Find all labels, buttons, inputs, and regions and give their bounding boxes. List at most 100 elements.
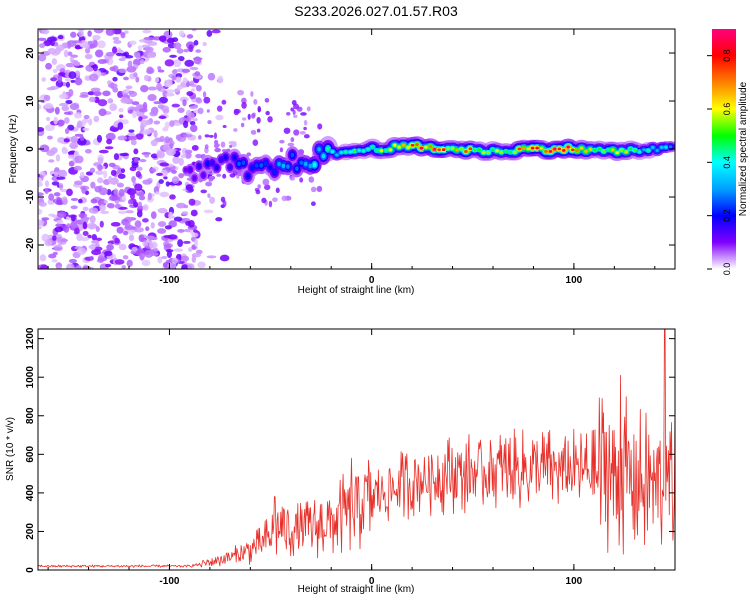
noise-blob [202, 91, 207, 98]
noise-blob [172, 59, 182, 68]
noise-blob [139, 252, 145, 260]
noise-blob [44, 180, 50, 187]
noise-blob [171, 103, 180, 108]
noise-blob [70, 221, 78, 229]
noise-blob [169, 120, 175, 127]
noise-blob [38, 37, 47, 41]
noise-blob [89, 255, 94, 261]
ridge-blob [299, 160, 304, 165]
ridge-blob [259, 163, 264, 168]
noise-blob [147, 86, 158, 91]
noise-blob [114, 200, 120, 204]
spectrogram-x-ticks: -100 0 100 [47, 29, 656, 286]
ridge-blob [286, 164, 290, 169]
noise-blob [222, 173, 227, 179]
noise-blob [52, 68, 58, 74]
noise-blob [97, 99, 108, 107]
noise-blob [303, 119, 308, 126]
ridge-blob [450, 146, 455, 150]
colorbar-tick-label: 0.4 [722, 156, 732, 169]
noise-blob [140, 84, 149, 93]
ridge-blob [535, 146, 539, 150]
noise-blob [178, 30, 185, 37]
noise-blob [134, 227, 144, 233]
ridge-blob [348, 150, 352, 154]
noise-blob [204, 134, 210, 138]
noise-blob [66, 188, 73, 197]
ridge-blob [486, 151, 490, 154]
noise-blob [173, 42, 182, 50]
noise-blob [149, 111, 158, 117]
noise-blob [93, 246, 103, 252]
noise-blob [126, 259, 133, 267]
ridge-blob [192, 175, 197, 181]
noise-blob [193, 104, 199, 109]
noise-blob [69, 103, 80, 111]
ridge-blob [499, 150, 504, 154]
ridge-blob [183, 167, 188, 173]
ridge-blob [268, 165, 272, 170]
noise-blob [157, 221, 167, 228]
noise-blob [69, 56, 74, 62]
noise-blob [105, 51, 115, 57]
colorbar-tick-label: 0.8 [722, 49, 732, 62]
noise-blob [176, 202, 187, 209]
noise-blob [82, 221, 88, 230]
snr-background [38, 329, 675, 570]
noise-blob [72, 40, 82, 44]
noise-blob [127, 109, 134, 114]
noise-blob [63, 49, 69, 58]
noise-blob [207, 193, 211, 198]
noise-blob [208, 177, 214, 182]
noise-blob [138, 39, 147, 43]
ridge-blob [281, 163, 286, 169]
noise-blob [38, 192, 44, 197]
noise-blob [68, 214, 78, 218]
noise-blob [92, 34, 101, 41]
ridge-blob [188, 167, 192, 172]
ridge-blob [539, 146, 544, 150]
noise-blob [117, 167, 123, 175]
noise-blob [39, 144, 50, 153]
ridge-blob [232, 155, 237, 160]
ridge-blob [642, 148, 646, 152]
ridge-blob [553, 147, 557, 151]
noise-blob [136, 166, 143, 171]
noise-blob [255, 189, 261, 195]
x-tick-label: 100 [566, 275, 583, 286]
noise-blob [67, 51, 73, 56]
noise-blob [50, 77, 58, 82]
noise-blob [189, 66, 199, 71]
noise-blob [162, 46, 171, 53]
noise-blob [228, 140, 237, 145]
noise-blob [94, 243, 100, 247]
noise-blob [257, 105, 261, 113]
noise-blob [191, 117, 198, 122]
noise-blob [153, 130, 158, 138]
noise-blob [177, 107, 185, 113]
noise-blob [171, 75, 177, 81]
noise-blob [182, 99, 187, 107]
y-tick-label: -10 [25, 189, 36, 204]
noise-blob [68, 258, 77, 264]
noise-blob [74, 77, 83, 86]
noise-blob [190, 88, 196, 92]
noise-blob [105, 132, 116, 141]
noise-blob [80, 212, 85, 219]
noise-blob [207, 72, 216, 81]
noise-blob [182, 77, 188, 84]
noise-blob [140, 119, 148, 128]
noise-blob [99, 204, 106, 212]
noise-blob [119, 114, 124, 119]
noise-blob [52, 235, 57, 241]
noise-blob [159, 162, 170, 167]
noise-blob [205, 181, 213, 187]
ridge-blob [295, 166, 299, 171]
colorbar: 0.0 0.2 0.4 0.6 0.8 Normalized spectral ampl… [707, 29, 749, 275]
ridge-blob [557, 147, 562, 151]
noise-blob [158, 115, 167, 120]
noise-blob [145, 226, 150, 232]
noise-blob [281, 195, 288, 202]
noise-blob [161, 255, 168, 260]
noise-blob [87, 222, 97, 230]
